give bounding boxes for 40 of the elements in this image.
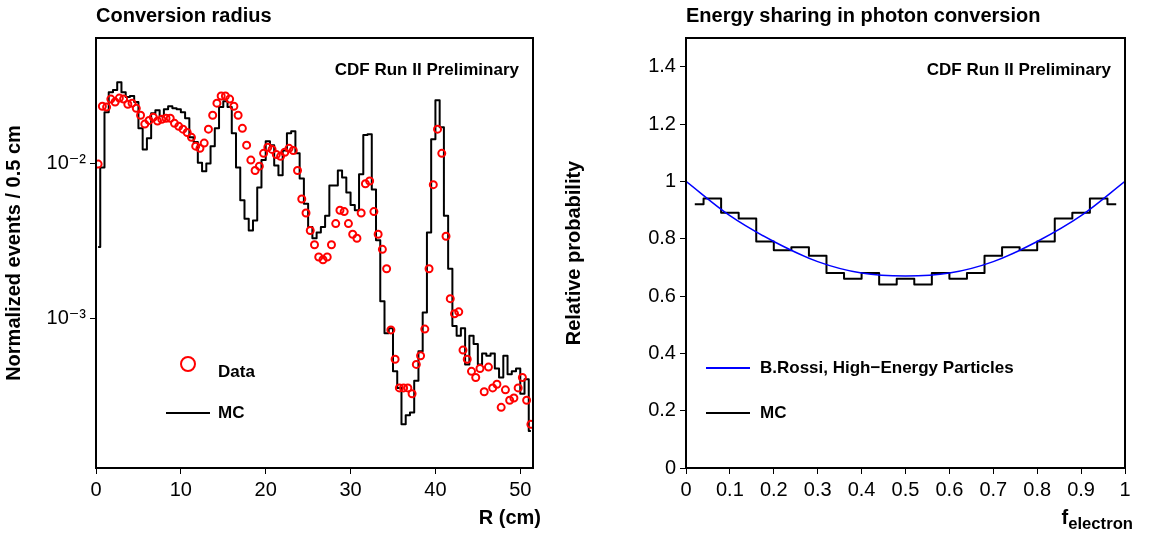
x-tick-label: 50 [509,477,532,500]
chart-title: Energy sharing in photon conversion [686,4,1041,27]
annotation: CDF Run II Preliminary [334,59,520,79]
legend-label: B.Rossi, High−Energy Particles [760,357,1014,377]
y-tick-label: 10⁻³ [46,306,87,329]
x-tick-label: 10 [169,477,192,500]
x-tick-label: 0.3 [803,477,832,500]
y-tick-label: 0.2 [648,398,676,421]
legend-label: MC [218,402,245,422]
x-tick-label: 40 [424,477,447,500]
chart-title: Conversion radius [96,4,272,27]
y-tick-label: 0.6 [648,283,676,306]
annotation: CDF Run II Preliminary [926,59,1112,79]
y-tick-label: 0 [664,455,676,478]
x-tick-label: 0.9 [1067,477,1096,500]
x-tick-label: 20 [254,477,277,500]
x-tick-label: 0.6 [935,477,964,500]
y-tick-label: 1 [664,168,676,191]
x-tick-label: 0.1 [715,477,744,500]
x-axis-title: R (cm) [478,506,541,529]
y-axis-title: Normalized events / 0.5 cm [1,125,24,381]
y-tick-label: 10⁻² [46,150,87,173]
x-tick-label: 0.4 [847,477,876,500]
y-tick-label: 0.4 [648,340,676,363]
x-tick-label: 0.8 [1023,477,1052,500]
y-tick-label: 1.4 [648,54,676,77]
line-series [686,180,1125,277]
x-axis-title: f$_{electron}$ [1061,506,1133,534]
x-tick-label: 1 [1119,477,1131,500]
y-axis-title: Relative probability [561,159,584,346]
legend-label: MC [760,402,787,422]
y-tick-label: 0.8 [648,226,676,249]
x-tick-label: 0 [90,477,102,500]
x-tick-label: 0.5 [891,477,920,500]
x-tick-label: 0.7 [979,477,1008,500]
x-tick-label: 30 [339,477,362,500]
y-tick-label: 1.2 [648,111,676,134]
x-tick-label: 0 [680,477,692,500]
x-tick-label: 0.2 [759,477,788,500]
legend-label: Data [218,361,256,381]
